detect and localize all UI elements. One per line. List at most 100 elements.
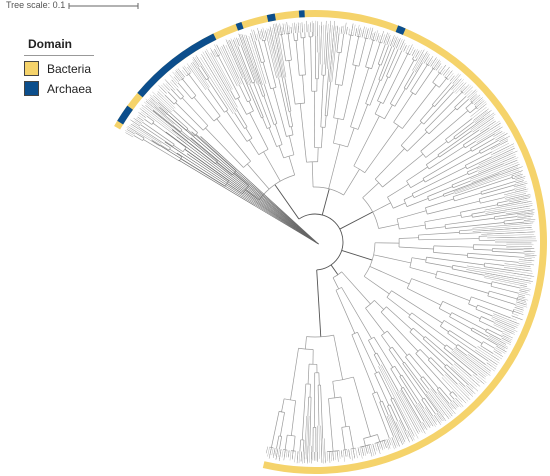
tree-leaf-branch [512, 313, 519, 316]
tree-branch [172, 125, 181, 132]
tree-leaf-branch [457, 384, 470, 397]
tree-branch [403, 387, 425, 422]
tree-leaf-branch [336, 26, 338, 34]
tree-leaf-branch [467, 354, 492, 372]
tree-leaf-branch [472, 374, 484, 384]
tree-leaf-branch [281, 449, 284, 458]
tree-scale-label: Tree scale: 0.1 [6, 0, 66, 10]
tree-deep-branch [164, 141, 319, 245]
tree-branch [389, 404, 398, 422]
tree-leaf-branch [256, 33, 259, 40]
tree-leaf-branch [515, 303, 528, 308]
tree-leaf-branch [171, 79, 177, 85]
tree-leaf-branch [477, 101, 487, 109]
tree-branch [454, 95, 467, 108]
tree-branch [439, 308, 451, 315]
tree-leaf-branch [428, 391, 450, 419]
tree-leaf-branch [454, 170, 523, 195]
tree-leaf-branch [494, 130, 501, 134]
tree-leaf-branch [397, 420, 407, 440]
tree-leaf-branch [418, 402, 434, 426]
tree-branch [428, 108, 456, 135]
tree-branch-arc [377, 100, 384, 104]
tree-leaf-branch [422, 422, 428, 431]
tree-leaf-branch [348, 449, 351, 458]
tree-branch [343, 168, 360, 196]
tree-leaf-branch [194, 56, 201, 66]
tree-branch [321, 127, 324, 148]
tree-leaf-branch [453, 363, 480, 387]
tree-leaf-branch [483, 277, 528, 287]
tree-branch-arc [269, 446, 274, 449]
tree-leaf-branch [514, 270, 533, 274]
tree-branch-arc [179, 156, 183, 162]
tree-leaf-branch [488, 121, 496, 127]
tree-leaf-branch [492, 314, 519, 327]
tree-leaf-branch [430, 388, 453, 417]
tree-leaf-branch [473, 110, 487, 121]
tree-branch-arc [420, 376, 424, 379]
tree-leaf-branch [458, 382, 474, 397]
tree-branch [420, 378, 430, 390]
tree-branch [467, 256, 519, 263]
tree-branch [406, 198, 429, 207]
tree-leaf-branch [453, 347, 488, 374]
tree-leaf-branch [294, 25, 296, 33]
tree-branch [433, 245, 474, 248]
tree-leaf-branch [145, 98, 155, 107]
tree-leaf-branch [238, 33, 258, 85]
tree-branch [490, 285, 519, 294]
tree-leaf-branch [271, 27, 278, 54]
tree-leaf-branch [381, 364, 419, 434]
tree-leaf-branch [494, 321, 518, 332]
tree-leaf-branch [278, 449, 282, 462]
tree-leaf-branch [183, 65, 191, 74]
tree-branch-arc [381, 330, 388, 336]
tree-branch [302, 37, 306, 75]
tree-branch [302, 75, 305, 104]
tree-branch [409, 267, 437, 275]
tree-branch [384, 104, 393, 120]
tree-branch [432, 72, 440, 83]
tree-leaf-branch [393, 436, 398, 447]
tree-leaf-branch [506, 245, 532, 247]
tree-leaf-branch [520, 286, 531, 290]
tree-branch-arc [470, 148, 473, 152]
tree-branch-arc [388, 346, 393, 350]
tree-leaf-branch [330, 25, 337, 83]
tree-branch [167, 91, 178, 102]
tree-branch [357, 332, 377, 373]
tree-branch [467, 166, 480, 173]
tree-branch [377, 76, 389, 101]
tree-branch-arc [480, 341, 484, 346]
tree-leaf-branch [473, 111, 488, 122]
tree-leaf-branch [492, 353, 503, 360]
tree-branch [138, 127, 171, 149]
tree-branch [373, 254, 412, 264]
tree-leaf-branch [360, 29, 363, 38]
tree-branch [390, 368, 403, 389]
tree-branch-arc [425, 207, 428, 215]
tree-branch [373, 336, 394, 368]
tree-branch [480, 345, 494, 354]
tree-branch-arc [365, 300, 375, 309]
tree-leaf-branch [488, 336, 509, 348]
tree-leaf-branch [432, 415, 438, 423]
tree-branch [276, 53, 290, 112]
tree-branch [381, 400, 389, 416]
tree-leaf-branch [484, 113, 491, 118]
tree-branch [336, 33, 340, 53]
tree-leaf-branch [342, 450, 346, 462]
tree-leaf-branch [430, 57, 437, 67]
tree-main-branch [321, 188, 330, 216]
tree-leaf-branch [427, 55, 434, 65]
tree-leaf-branch [324, 438, 326, 462]
tree-leaf-branch [452, 365, 477, 387]
tree-leaf-branch [423, 408, 436, 427]
tree-branch [293, 33, 295, 41]
tree-branch-arc [432, 82, 440, 88]
tree-branch [406, 166, 428, 182]
tree-branch [299, 103, 307, 163]
tree-branch-arc [465, 107, 471, 114]
tree-leaf-branch [192, 59, 199, 68]
